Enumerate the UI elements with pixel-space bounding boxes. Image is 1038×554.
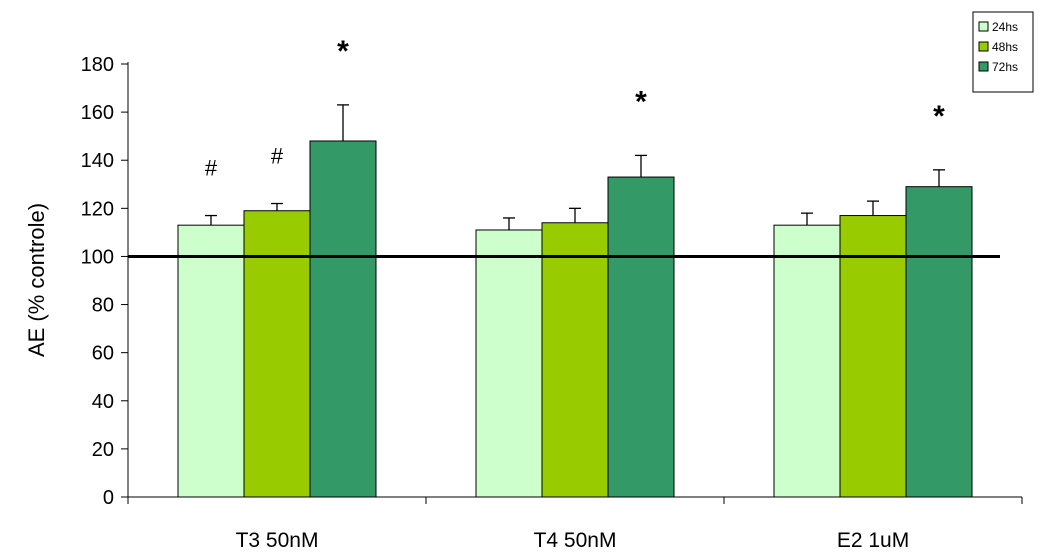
y-tick-label: 80 [92,295,114,317]
significance-star: * [635,85,647,118]
bar-72hs [607,176,675,498]
y-tick-label: 20 [92,439,114,461]
legend-label: 24hs [992,20,1018,34]
bar-72hs [309,140,377,498]
legend: 24hs 48hs 72hs [972,11,1034,93]
significance-star: * [337,35,349,68]
bar-48hs [243,210,311,498]
y-axis-title: AE (% controle) [24,203,49,357]
x-category-label: E2 1uM [837,529,909,552]
bar-72hs [905,186,973,498]
y-tick-label: 0 [103,487,114,509]
y-tick-label: 140 [81,150,114,172]
x-category-label: T3 50nM [236,529,319,552]
legend-label: 72hs [992,60,1018,74]
x-category-label: T4 50nM [534,529,617,552]
legend-label: 48hs [992,40,1018,54]
significance-hash: # [205,156,218,181]
bar-24hs [475,229,543,498]
y-tick-label: 40 [92,391,114,413]
y-tick-label: 120 [81,198,114,220]
bar-24hs [773,224,841,498]
legend-swatch [978,21,989,32]
y-tick-label: 100 [81,246,114,268]
legend-swatch [978,61,989,72]
bar-48hs [541,222,609,498]
legend-swatch [978,41,989,52]
plot-area: 0 20 40 60 80 100 120 140 160 180 T3 50nM T4 50nM E2… [81,35,1023,552]
bar-24hs [177,224,245,498]
y-tick-label: 160 [81,102,114,124]
y-tick-label: 60 [92,343,114,365]
significance-star: * [933,100,945,133]
significance-hash: # [271,144,284,169]
y-tick-label: 180 [81,54,114,76]
